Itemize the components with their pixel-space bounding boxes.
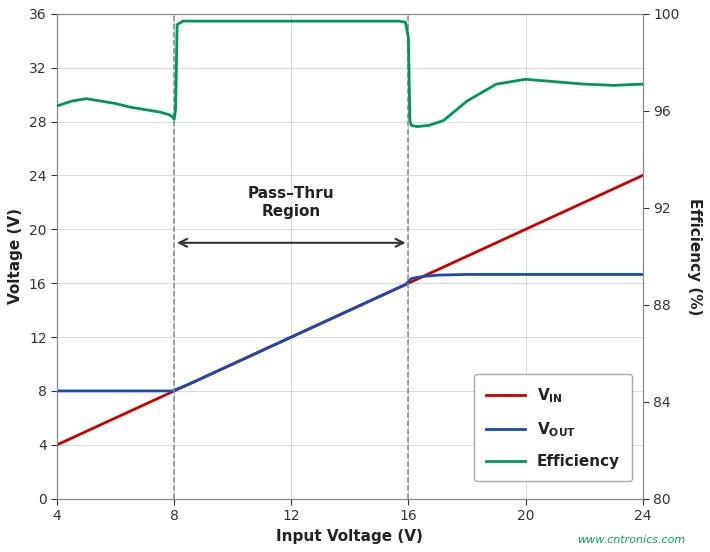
Y-axis label: Efficiency (%): Efficiency (%) (687, 198, 701, 315)
X-axis label: Input Voltage (V): Input Voltage (V) (276, 529, 423, 544)
Text: www.cntronics.com: www.cntronics.com (577, 535, 685, 545)
Text: Pass–Thru
Region: Pass–Thru Region (248, 186, 334, 219)
Legend: V$_{\mathregular{IN}}$, V$_{\mathregular{OUT}}$, Efficiency: V$_{\mathregular{IN}}$, V$_{\mathregular… (474, 374, 632, 481)
Y-axis label: Voltage (V): Voltage (V) (9, 208, 23, 304)
